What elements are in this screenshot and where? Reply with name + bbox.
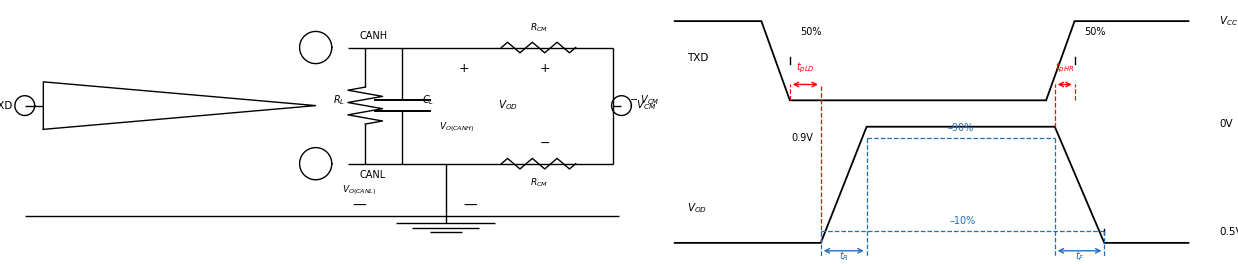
Text: –10%: –10%	[950, 216, 976, 226]
Text: 0V: 0V	[1219, 119, 1233, 129]
Text: $R_L$: $R_L$	[333, 93, 345, 107]
Text: $V_{CM}$: $V_{CM}$	[636, 99, 656, 112]
Text: $V_{OD}$: $V_{OD}$	[498, 99, 517, 112]
Text: CANL: CANL	[359, 170, 385, 180]
Text: +: +	[459, 62, 469, 75]
Text: $t_{pHR}$: $t_{pHR}$	[1055, 61, 1075, 75]
Text: +: +	[540, 62, 550, 75]
Text: $t_R$: $t_R$	[839, 249, 848, 263]
Text: $V_{OD}$: $V_{OD}$	[687, 202, 707, 215]
Text: —: —	[463, 199, 478, 213]
Text: 50%: 50%	[1084, 27, 1106, 37]
Text: $-$: $-$	[540, 136, 550, 149]
Text: $V_{O(CANH)}$: $V_{O(CANH)}$	[439, 120, 475, 134]
Text: $V_{CC}$: $V_{CC}$	[1219, 14, 1238, 28]
Text: 0.9V: 0.9V	[791, 133, 813, 143]
Text: $R_{CM}$: $R_{CM}$	[530, 177, 547, 189]
Text: TXD: TXD	[687, 53, 708, 63]
Text: TXD: TXD	[0, 101, 12, 111]
Text: $t_F$: $t_F$	[1075, 249, 1084, 263]
Text: —: —	[352, 199, 366, 213]
Text: $-\ V_{CM}$: $-\ V_{CM}$	[629, 93, 660, 107]
Text: $R_{CM}$: $R_{CM}$	[530, 22, 547, 34]
Text: $t_{pLD}$: $t_{pLD}$	[796, 61, 815, 75]
Text: –90%: –90%	[947, 123, 974, 133]
Text: 50%: 50%	[800, 27, 821, 37]
Text: $V_{O(CANL)}$: $V_{O(CANL)}$	[342, 183, 376, 197]
Text: $C_L$: $C_L$	[422, 93, 435, 107]
Text: 0.5V: 0.5V	[1219, 227, 1238, 237]
Text: CANH: CANH	[359, 31, 387, 41]
